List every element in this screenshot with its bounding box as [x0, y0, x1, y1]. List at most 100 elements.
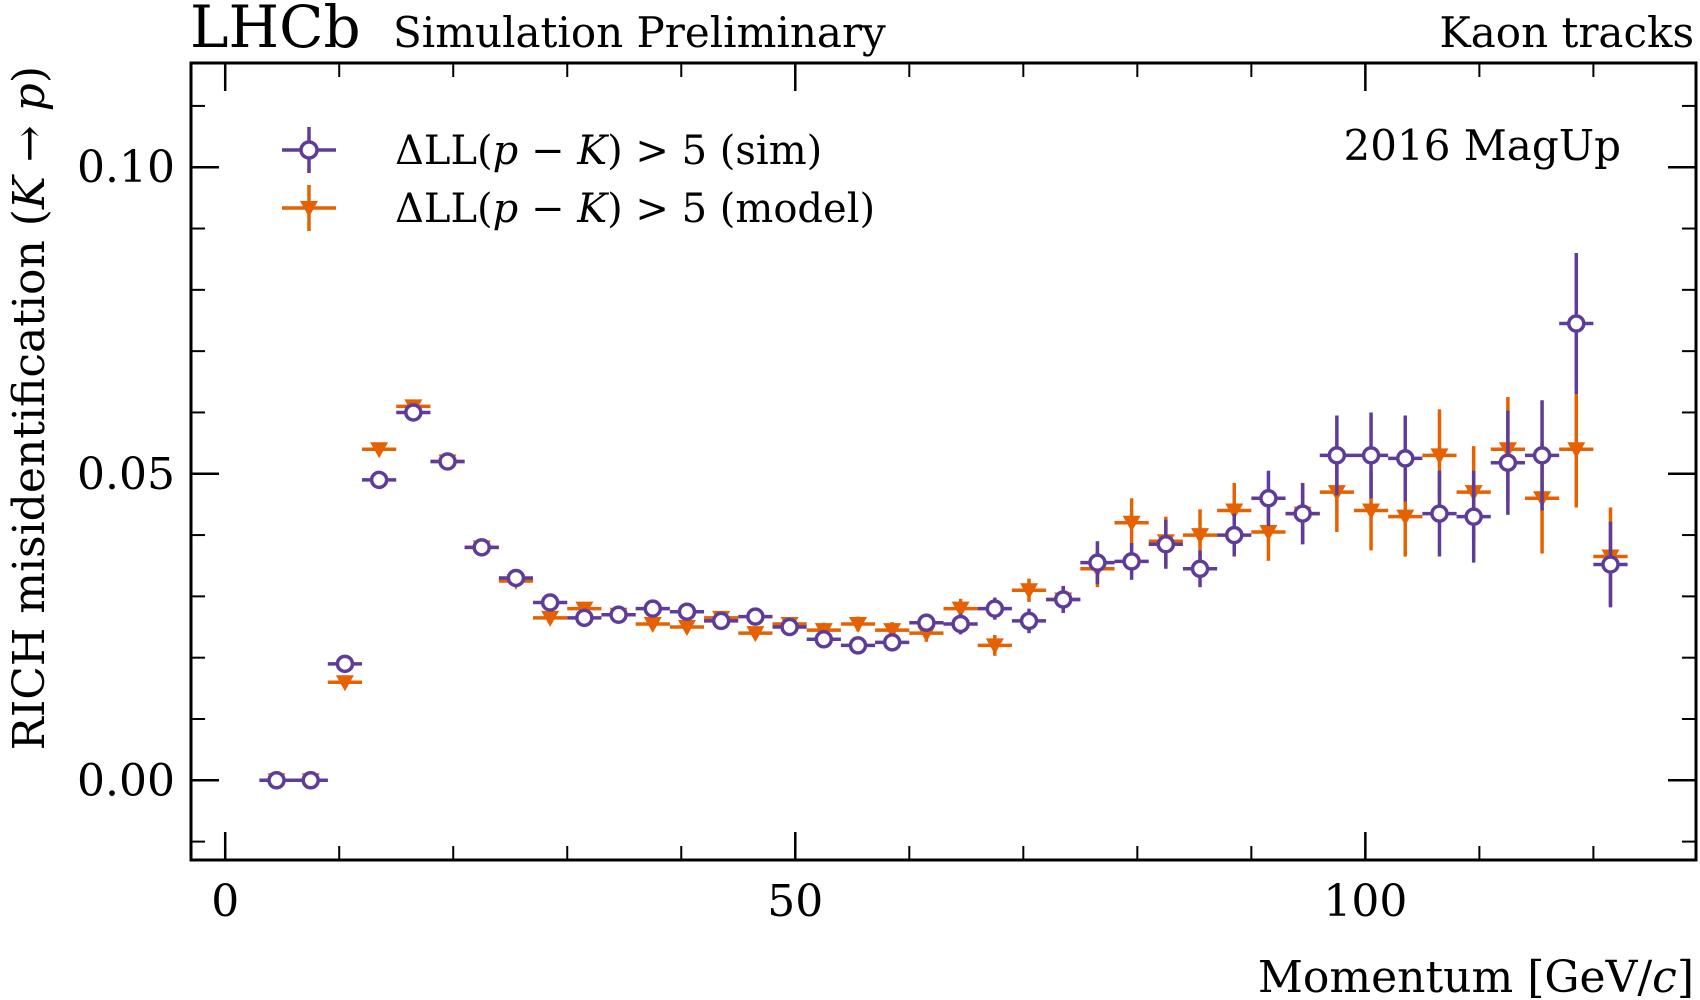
sim-point: [1456, 470, 1491, 563]
sim-marker: [1361, 446, 1381, 465]
sim-point: [840, 636, 876, 655]
model-marker: [1362, 503, 1381, 520]
sample-label: Kaon tracks: [1439, 8, 1694, 57]
sim-point: [977, 597, 1012, 620]
model-marker: [1430, 448, 1449, 465]
sim-point: [1148, 519, 1183, 569]
model-marker: [1020, 583, 1039, 600]
sim-point: [1011, 608, 1047, 634]
legend: ΔLL(p − K) > 5 (sim) ΔLL(p − K) > 5 (mod…: [282, 127, 875, 232]
model-marker: [1225, 503, 1244, 520]
sim-marker: [814, 630, 834, 649]
model-point: [327, 675, 363, 692]
series-sim: [259, 253, 1628, 790]
sim-marker: [267, 771, 286, 790]
sim-point: [498, 568, 534, 588]
x-tick-label: 0: [211, 876, 239, 927]
sim-point: [1388, 415, 1423, 502]
sim-point: [362, 470, 397, 490]
model-marker: [1259, 525, 1278, 542]
sim-marker: [1224, 525, 1244, 545]
x-tick-label: 50: [767, 876, 823, 927]
sim-point: [1593, 521, 1628, 608]
model-marker: [370, 442, 389, 459]
sim-point: [464, 538, 499, 557]
sim-marker: [438, 452, 457, 471]
sim-marker: [1019, 611, 1039, 631]
sim-point: [704, 611, 739, 631]
sim-marker: [1532, 446, 1552, 465]
sim-point: [1251, 470, 1286, 526]
model-marker: [883, 623, 902, 640]
sim-marker: [917, 613, 936, 632]
model-marker: [985, 638, 1004, 655]
model-marker: [677, 620, 696, 637]
model-marker: [746, 626, 765, 643]
sim-point: [1524, 400, 1560, 511]
sim-marker: [540, 593, 560, 612]
sim-marker: [1567, 314, 1586, 333]
sim-point: [533, 593, 568, 612]
model-point: [1114, 498, 1149, 548]
sim-point: [1285, 482, 1320, 545]
sim-point: [327, 654, 363, 674]
sim-point: [943, 613, 978, 635]
model-marker: [1567, 442, 1586, 459]
plot-frame: [189, 61, 1698, 862]
sim-marker: [951, 614, 970, 634]
model-point: [635, 616, 670, 633]
x-tick-label: 100: [1323, 876, 1407, 927]
sim-marker: [848, 636, 868, 655]
model-point: [1559, 390, 1594, 508]
sim-point: [1559, 253, 1594, 395]
legend-model-marker: [282, 185, 336, 231]
sim-marker: [1088, 553, 1107, 572]
sim-marker: [985, 599, 1005, 618]
tick-labels: 0 50 100 0.00 0.05 0.10: [77, 142, 1407, 927]
sim-marker: [472, 538, 491, 557]
sim-point: [293, 771, 328, 790]
experiment-label: LHCb: [190, 0, 361, 61]
sim-point: [1319, 415, 1354, 496]
sim-point: [1182, 550, 1218, 588]
sim-marker: [506, 568, 526, 588]
sim-marker: [1396, 449, 1415, 468]
model-point: [1011, 578, 1047, 602]
model-marker: [1122, 515, 1141, 532]
sim-point: [430, 452, 465, 471]
sim-marker: [677, 602, 697, 621]
sim-point: [909, 613, 944, 632]
model-point: [738, 626, 773, 643]
sim-marker: [1464, 507, 1483, 526]
sim-point: [396, 403, 431, 422]
sim-point: [635, 599, 670, 618]
sim-point: [1490, 410, 1525, 515]
sim-marker: [882, 633, 902, 652]
status-label: Simulation Preliminary: [393, 8, 886, 57]
sim-point: [772, 617, 807, 637]
series-model: [259, 390, 1628, 790]
sim-marker: [609, 605, 628, 625]
sim-marker: [1259, 489, 1278, 508]
sim-marker: [1053, 590, 1073, 609]
sim-marker: [301, 771, 320, 790]
y-axis-title: RICH misidentification (K → p): [4, 66, 55, 750]
model-point: [977, 635, 1012, 656]
sim-marker: [1156, 535, 1176, 554]
sim-point: [1114, 543, 1149, 580]
sim-point: [875, 633, 910, 652]
sim-marker: [711, 611, 731, 631]
period-annotation: 2016 MagUp: [1344, 121, 1621, 170]
sim-marker: [1122, 552, 1141, 571]
sim-point: [806, 630, 841, 649]
sim-marker: [335, 654, 355, 674]
model-point: [533, 610, 568, 627]
model-marker: [643, 616, 662, 633]
sim-marker: [1327, 446, 1347, 465]
legend-sim-marker: [282, 127, 336, 173]
axis-ticks: [191, 63, 1696, 860]
sim-point: [669, 602, 705, 621]
sim-marker: [1430, 504, 1449, 523]
model-marker: [951, 601, 970, 618]
